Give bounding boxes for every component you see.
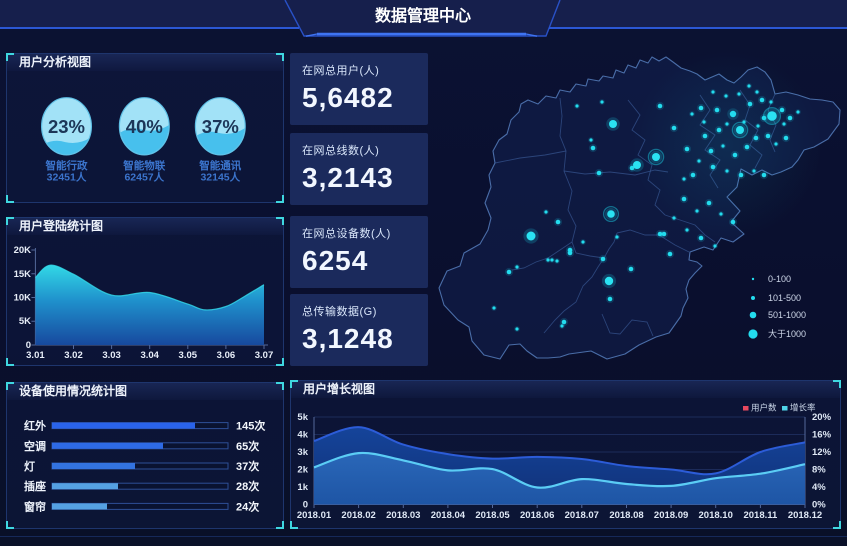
svg-text:145次: 145次 <box>236 419 265 433</box>
svg-text:智能行政: 智能行政 <box>45 159 88 172</box>
svg-text:3.04: 3.04 <box>140 350 159 361</box>
svg-text:2018.11: 2018.11 <box>743 510 778 521</box>
svg-text:65次: 65次 <box>236 439 259 453</box>
svg-text:3.02: 3.02 <box>64 350 83 361</box>
svg-text:101-500: 101-500 <box>768 293 801 303</box>
svg-text:2018.04: 2018.04 <box>431 510 466 521</box>
svg-text:0%: 0% <box>812 500 826 511</box>
svg-text:10K: 10K <box>14 293 32 304</box>
svg-text:1k: 1k <box>297 482 308 493</box>
svg-text:4k: 4k <box>297 430 308 441</box>
svg-text:灯: 灯 <box>24 459 35 473</box>
svg-text:501-1000: 501-1000 <box>768 310 806 320</box>
svg-text:40%: 40% <box>126 116 163 137</box>
svg-text:20%: 20% <box>812 412 832 423</box>
svg-text:15K: 15K <box>14 269 32 280</box>
svg-text:62457人: 62457人 <box>124 170 164 183</box>
svg-text:大于1000: 大于1000 <box>768 328 806 339</box>
svg-text:5K: 5K <box>19 316 31 327</box>
svg-text:3.07: 3.07 <box>255 350 274 361</box>
svg-text:2018.02: 2018.02 <box>341 510 375 521</box>
svg-text:4%: 4% <box>812 482 826 493</box>
svg-text:用户数: 用户数 <box>751 403 777 413</box>
svg-text:2018.10: 2018.10 <box>699 510 733 521</box>
svg-text:空调: 空调 <box>24 439 46 453</box>
svg-text:3.01: 3.01 <box>26 350 45 361</box>
svg-text:37次: 37次 <box>236 459 259 473</box>
svg-text:2018.12: 2018.12 <box>788 510 822 521</box>
svg-text:24次: 24次 <box>236 499 259 513</box>
svg-text:2018.07: 2018.07 <box>565 510 599 521</box>
svg-text:3.06: 3.06 <box>217 350 236 361</box>
svg-text:窗帘: 窗帘 <box>24 499 46 513</box>
svg-text:0-100: 0-100 <box>768 274 791 284</box>
svg-text:2018.08: 2018.08 <box>609 510 643 521</box>
svg-text:2018.03: 2018.03 <box>386 510 420 521</box>
svg-text:37%: 37% <box>202 116 239 137</box>
svg-text:20K: 20K <box>14 245 32 256</box>
svg-text:8%: 8% <box>812 465 826 476</box>
svg-text:2018.09: 2018.09 <box>654 510 688 521</box>
svg-text:插座: 插座 <box>24 479 46 493</box>
svg-text:28次: 28次 <box>236 479 259 493</box>
svg-text:3k: 3k <box>297 447 308 458</box>
svg-text:5k: 5k <box>297 412 308 423</box>
svg-text:16%: 16% <box>812 430 832 441</box>
svg-text:数据管理中心: 数据管理中心 <box>375 6 471 25</box>
svg-text:3.05: 3.05 <box>179 350 198 361</box>
svg-text:32145人: 32145人 <box>200 170 240 183</box>
svg-text:2018.05: 2018.05 <box>475 510 510 521</box>
svg-text:32451人: 32451人 <box>47 170 87 183</box>
svg-text:2k: 2k <box>297 465 308 476</box>
svg-text:12%: 12% <box>812 447 832 458</box>
svg-text:增长率: 增长率 <box>790 403 816 413</box>
svg-text:智能物联: 智能物联 <box>122 159 165 172</box>
svg-text:3.03: 3.03 <box>102 350 121 361</box>
svg-text:0: 0 <box>26 340 31 351</box>
svg-text:智能通讯: 智能通讯 <box>198 159 241 172</box>
svg-text:23%: 23% <box>48 116 85 137</box>
svg-text:0: 0 <box>303 500 308 511</box>
svg-text:2018.06: 2018.06 <box>520 510 554 521</box>
svg-text:2018.01: 2018.01 <box>297 510 332 521</box>
svg-text:红外: 红外 <box>24 419 46 433</box>
